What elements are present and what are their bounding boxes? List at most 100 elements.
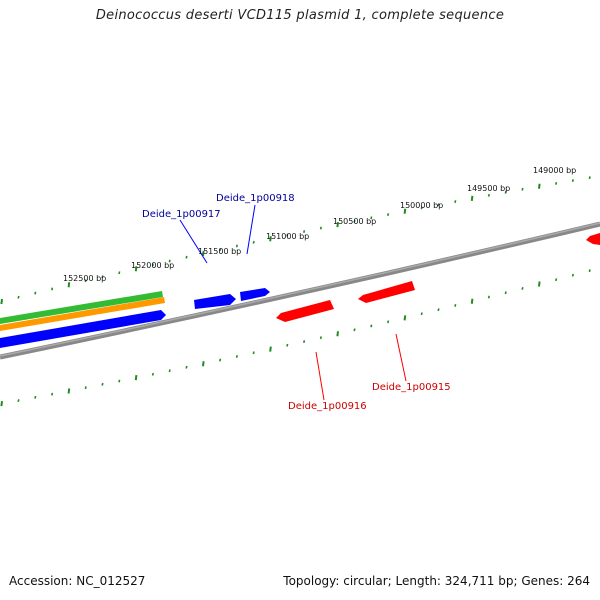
minor-tick <box>151 263 154 267</box>
minor-tick <box>17 399 20 402</box>
major-tick <box>269 236 272 242</box>
minor-tick <box>151 372 154 376</box>
minor-tick <box>84 386 87 390</box>
major-tick <box>0 400 3 407</box>
minor-tick <box>504 291 507 295</box>
green-feature-track <box>0 291 163 324</box>
major-tick <box>134 266 138 272</box>
minor-tick <box>286 233 289 237</box>
major-tick <box>0 298 3 305</box>
minor-tick <box>504 190 507 194</box>
inner-tick-ring <box>0 269 591 407</box>
tick-label-150500: 150500 bp <box>333 217 376 226</box>
minor-tick <box>420 206 423 210</box>
minor-tick <box>17 295 20 299</box>
minor-tick <box>51 287 54 291</box>
tick-label-151000: 151000 bp <box>266 232 309 241</box>
minor-tick <box>370 216 373 220</box>
major-tick <box>202 361 205 367</box>
reverse-gene-deide-1p00915 <box>358 281 415 303</box>
footer-accession: Accession: NC_012527 <box>9 574 146 588</box>
minor-tick <box>118 379 121 383</box>
tick-label-151500: 151500 bp <box>198 247 241 256</box>
minor-tick <box>454 304 457 307</box>
footer-topology: Topology: circular; Length: 324,711 bp; … <box>283 574 590 588</box>
minor-tick <box>303 340 306 343</box>
minor-tick <box>185 365 188 369</box>
minor-tick <box>487 295 490 299</box>
minor-tick <box>454 200 457 203</box>
major-tick <box>202 250 205 257</box>
minor-tick <box>303 230 306 233</box>
minor-tick <box>101 275 104 279</box>
minor-tick <box>521 287 524 290</box>
minor-tick <box>101 382 104 386</box>
minor-tick <box>437 203 440 207</box>
forward-gene-1 <box>0 310 166 348</box>
tick-label-149500: 149500 bp <box>467 184 510 193</box>
minor-tick <box>387 213 390 216</box>
minor-tick <box>555 278 558 282</box>
minor-tick <box>51 392 54 396</box>
minor-tick <box>370 324 373 328</box>
major-tick <box>336 331 339 337</box>
minor-tick <box>118 271 121 275</box>
leader-line-deide-1p00917 <box>179 219 208 264</box>
minor-tick <box>84 279 87 283</box>
minor-tick <box>521 187 524 191</box>
gene-label-deide-1p00918: Deide_1p00918 <box>216 193 295 204</box>
reverse-gene-edge <box>586 233 600 245</box>
orange-feature-track <box>0 297 165 331</box>
minor-tick <box>286 343 289 347</box>
major-tick <box>67 388 71 394</box>
minor-tick <box>420 312 423 316</box>
minor-tick <box>571 179 574 182</box>
tick-label-149000: 149000 bp <box>533 166 576 175</box>
minor-tick <box>353 328 356 332</box>
minor-tick <box>235 355 238 358</box>
minor-tick <box>185 255 188 259</box>
major-tick <box>538 281 541 287</box>
major-tick <box>538 183 541 189</box>
major-tick <box>269 346 272 352</box>
forward-gene-2 <box>194 294 236 309</box>
gene-label-deide-1p00915: Deide_1p00915 <box>372 382 451 393</box>
major-tick <box>403 315 407 321</box>
minor-tick <box>252 240 255 244</box>
minor-tick <box>219 358 222 362</box>
forward-gene-3 <box>240 288 270 301</box>
minor-tick <box>353 219 356 223</box>
minor-tick <box>588 176 591 180</box>
tick-label-152500: 152500 bp <box>63 274 106 283</box>
minor-tick <box>437 308 440 312</box>
minor-tick <box>319 226 322 230</box>
major-tick <box>470 298 474 304</box>
outer-tick-ring <box>0 176 591 305</box>
minor-tick <box>219 248 222 252</box>
minor-tick <box>34 395 37 399</box>
minor-tick <box>555 182 558 185</box>
minor-tick <box>319 336 322 340</box>
reverse-gene-deide-1p00916 <box>276 300 334 322</box>
gene-label-deide-1p00917: Deide_1p00917 <box>142 209 221 220</box>
backbone <box>0 221 600 360</box>
tick-label-150000: 150000 bp <box>400 201 443 210</box>
minor-tick <box>235 244 238 248</box>
major-tick <box>336 221 339 228</box>
gene-label-deide-1p00916: Deide_1p00916 <box>288 401 367 412</box>
minor-tick <box>34 291 37 295</box>
major-tick <box>67 282 71 288</box>
map-title: Deinococcus deserti VCD115 plasmid 1, co… <box>95 8 505 23</box>
tick-label-152000: 152000 bp <box>131 261 174 270</box>
minor-tick <box>252 351 255 355</box>
leader-line-deide-1p00915 <box>395 333 407 382</box>
leader-line-deide-1p00918 <box>246 204 256 255</box>
major-tick <box>134 374 138 381</box>
minor-tick <box>487 193 490 197</box>
minor-tick <box>168 369 171 373</box>
minor-tick <box>588 269 591 273</box>
minor-tick <box>571 273 574 277</box>
minor-tick <box>387 320 390 324</box>
major-tick <box>403 208 407 214</box>
